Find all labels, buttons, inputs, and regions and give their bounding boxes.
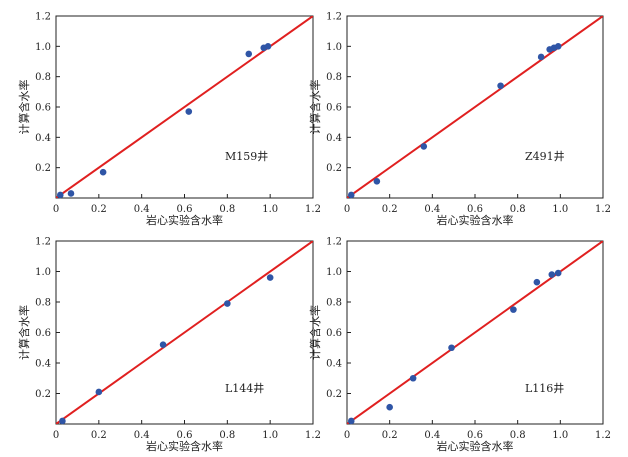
y-tick-label: 1.2	[326, 12, 342, 23]
x-tick-label: 0	[53, 204, 59, 215]
data-point-1	[59, 417, 66, 425]
y-tick-label: 1.0	[326, 267, 342, 278]
data-point-1	[56, 191, 64, 199]
y-tick-label: 1.0	[35, 267, 51, 278]
x-tick-label: 0.4	[424, 204, 440, 215]
y-tick-label: 0.2	[35, 389, 51, 400]
chart-panel-1: 0 0.2 0.4 0.6 0.8 1.0 1.2 0.2 0.4 0.6 0.8 1.0 1.2 岩心实…	[17, 12, 321, 228]
chart-panel-3: 0 0.2 0.4 0.6 0.8 1.0 1.2 0.2 0.4 0.6 0.8 1.0 1.2 岩心实…	[17, 237, 321, 454]
data-point-4	[224, 300, 231, 307]
data-point-4	[185, 108, 193, 115]
well-label: L144井	[225, 381, 264, 395]
y-tick-label: 0.4	[35, 133, 51, 144]
x-tick-label: 1.0	[262, 204, 278, 215]
x-tick-label: 0.4	[134, 430, 150, 441]
y-tick-label: 0.6	[326, 103, 342, 114]
chart-panel-2: 0 0.2 0.4 0.6 0.8 1.0 1.2 0.2 0.4 0.6 0.8 1.0 1.2 岩心实…	[308, 12, 611, 228]
data-point-5	[510, 306, 517, 313]
well-label: Z491井	[525, 149, 565, 163]
x-tick-label: 0.2	[382, 430, 398, 441]
chart-panel-4: 0 0.2 0.4 0.6 0.8 1.0 1.2 0.2 0.4 0.6 0.8 1.0 1.2 岩心实…	[308, 237, 611, 454]
y-tick-label: 1.0	[326, 42, 342, 53]
reference-line	[347, 16, 603, 198]
x-tick-label: 1.2	[595, 204, 611, 215]
y-tick-label: 1.2	[326, 237, 342, 248]
reference-line	[56, 16, 313, 198]
data-point-7	[548, 271, 556, 278]
x-tick-label: 0.2	[91, 430, 107, 441]
x-tick-label: 1.0	[552, 430, 568, 441]
y-axis-label: 计算含水率	[17, 305, 31, 360]
y-tick-label: 0.2	[326, 163, 342, 174]
y-tick-label: 0.2	[35, 163, 51, 174]
y-tick-label: 0.6	[326, 328, 342, 339]
x-tick-label: 0.8	[510, 204, 526, 215]
x-tick-label: 0.4	[424, 430, 440, 441]
y-tick-label: 1.2	[35, 12, 51, 23]
x-tick-label: 0.4	[134, 204, 150, 215]
reference-line	[56, 241, 313, 424]
x-axis-label: 岩心实验含水率	[437, 213, 514, 227]
y-tick-label: 0.6	[35, 103, 51, 114]
x-tick-label: 0.2	[382, 204, 398, 215]
y-tick-label: 0.8	[326, 298, 342, 309]
data-point-4	[497, 82, 504, 90]
x-tick-label: 0	[53, 430, 59, 441]
y-tick-label: 0.4	[326, 359, 342, 370]
reference-line	[347, 241, 603, 424]
x-tick-label: 1.2	[305, 430, 321, 441]
y-tick-label: 0.8	[35, 298, 51, 309]
well-label: L116井	[525, 381, 564, 395]
data-point-2	[95, 388, 103, 396]
data-point-1	[347, 191, 355, 199]
data-point-3	[420, 143, 428, 150]
data-point-4	[448, 344, 455, 352]
well-label: M159井	[225, 149, 268, 163]
data-point-5	[537, 53, 545, 61]
y-tick-label: 0.2	[326, 389, 342, 400]
x-tick-label: 1.0	[552, 204, 568, 215]
y-tick-label: 0.8	[326, 72, 342, 83]
data-point-2	[373, 178, 381, 185]
x-axis-label: 岩心实验含水率	[146, 213, 223, 227]
x-tick-label: 0	[344, 430, 350, 441]
data-point-3	[159, 341, 167, 349]
x-tick-label: 0.8	[219, 204, 235, 215]
x-tick-label: 1.2	[305, 204, 321, 215]
y-tick-label: 1.0	[35, 42, 51, 53]
y-tick-label: 0.6	[35, 328, 51, 339]
x-axis-label: 岩心实验含水率	[146, 439, 223, 453]
y-axis-label: 计算含水率	[308, 305, 322, 360]
data-point-8	[554, 43, 562, 50]
data-point-2	[67, 190, 75, 197]
x-tick-label: 1.0	[262, 430, 278, 441]
x-tick-label: 0.8	[219, 430, 235, 441]
data-point-2	[386, 403, 393, 411]
y-axis-label: 计算含水率	[308, 80, 322, 135]
x-tick-label: 0.6	[177, 204, 193, 215]
data-point-5	[266, 274, 274, 281]
data-point-7	[264, 43, 272, 50]
x-tick-label: 0.6	[467, 430, 483, 441]
x-tick-label: 1.2	[595, 430, 611, 441]
y-tick-label: 0.4	[326, 133, 342, 144]
y-axis-label: 计算含水率	[17, 80, 31, 135]
x-tick-label: 0	[344, 204, 350, 215]
x-tick-label: 0.6	[177, 430, 193, 441]
data-point-8	[554, 269, 562, 277]
y-tick-label: 0.4	[35, 359, 51, 370]
data-point-3	[409, 374, 417, 382]
data-point-1	[347, 417, 355, 425]
y-tick-label: 1.2	[35, 237, 51, 248]
x-axis-label: 岩心实验含水率	[437, 439, 514, 453]
data-point-5	[245, 50, 253, 58]
x-tick-label: 0.6	[467, 204, 483, 215]
data-point-6	[533, 278, 541, 286]
x-tick-label: 0.2	[91, 204, 107, 215]
y-tick-label: 0.8	[35, 72, 51, 83]
data-point-3	[99, 168, 107, 176]
x-tick-label: 0.8	[510, 430, 526, 441]
